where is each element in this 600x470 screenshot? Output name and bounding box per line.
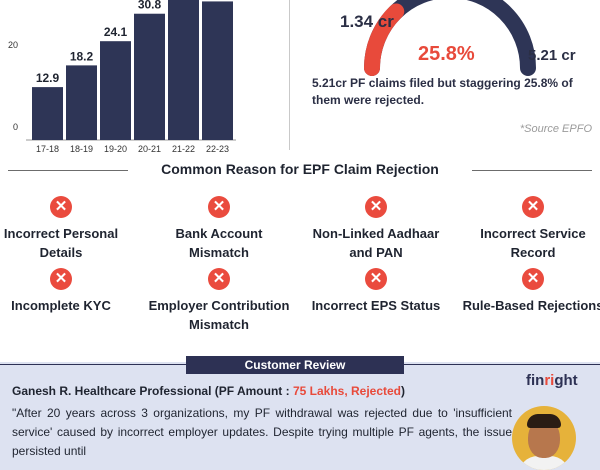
gauge-filed-label: 5.21 cr: [528, 47, 576, 64]
y-tick-label: 0: [13, 122, 18, 132]
reason-label: Bank Account Mismatch: [175, 226, 263, 260]
rejection-reason-item: ✕ Incorrect Personal Details: [0, 196, 136, 262]
gauge-caption: 5.21cr PF claims filed but staggering 25…: [312, 76, 573, 107]
reason-label: Incorrect Personal Details: [3, 226, 119, 260]
customer-review-panel: [0, 362, 600, 470]
reason-label: Incorrect Service Record: [480, 226, 586, 260]
reasons-title-wrap: Common Reason for EPF Claim Rejection: [0, 161, 600, 177]
rejection-reason-item: ✕ Incomplete KYC: [0, 268, 136, 315]
bar: [168, 0, 199, 140]
cross-circle-icon: ✕: [365, 268, 387, 290]
bar: [202, 1, 233, 141]
bar-value-label: 30.8: [138, 0, 162, 12]
rejection-reason-item: ✕ Rule-Based Rejections: [458, 268, 600, 315]
cross-circle-icon: ✕: [50, 196, 72, 218]
bar: [32, 87, 63, 140]
reviewer-name-close: ): [401, 384, 406, 398]
reasons-header: Common Reason for EPF Claim Rejection: [0, 158, 600, 182]
reviewer-name: Ganesh R. Healthcare Professional (PF Am…: [12, 384, 405, 398]
reason-label: Rule-Based Rejections: [462, 298, 600, 313]
cross-circle-icon: ✕: [365, 196, 387, 218]
gauge-svg: [364, 0, 536, 76]
section-divider: [289, 0, 290, 150]
cross-circle-icon: ✕: [208, 268, 230, 290]
cross-circle-icon: ✕: [50, 268, 72, 290]
gauge-center-percentage: 25.8%: [418, 43, 475, 65]
reason-label: Employer Contribution Mismatch: [148, 298, 290, 332]
bar-value-label: 24.1: [104, 25, 128, 39]
bar-chart-svg: 0 20 12.9 17-18 18.2 18-19 24.1 19-20 30.8 20-21 2…: [8, 0, 236, 154]
gauge-rejected-label: 1.34 cr: [340, 12, 394, 31]
bar: [100, 41, 131, 140]
cross-circle-icon: ✕: [522, 268, 544, 290]
x-tick-label: 22-23: [206, 144, 229, 154]
cross-circle-icon: ✕: [522, 196, 544, 218]
reasons-title: Common Reason for EPF Claim Rejection: [155, 161, 445, 177]
x-tick-label: 18-19: [70, 144, 93, 154]
gauge-rejected-arc: [364, 3, 405, 76]
bar-value-label: 18.2: [70, 49, 94, 63]
cross-circle-icon: ✕: [208, 196, 230, 218]
source-note: *Source EPFO: [519, 123, 592, 135]
review-tab: Customer Review: [186, 356, 404, 374]
x-tick-label: 19-20: [104, 144, 127, 154]
avatar-shirt: [518, 456, 570, 470]
bar: [134, 13, 165, 140]
header-rule-left: [8, 170, 128, 171]
rejection-reason-item: ✕ Incorrect Service Record: [458, 196, 600, 262]
y-tick-label: 20: [8, 40, 18, 50]
reviewer-pf-amount: 75 Lakhs, Rejected: [292, 384, 402, 398]
bar: [66, 65, 97, 140]
finright-logo: finright: [526, 372, 578, 389]
rejection-reason-item: ✕ Non-Linked Aadhaar and PAN: [301, 196, 451, 262]
reviewer-name-text: Ganesh R. Healthcare Professional (PF Am…: [12, 384, 293, 398]
rejection-reason-item: ✕ Employer Contribution Mismatch: [144, 268, 294, 334]
reason-label: Incorrect EPS Status: [311, 298, 441, 313]
bar-value-label: 12.9: [36, 71, 60, 85]
header-rule-right: [472, 170, 592, 171]
review-quote: "After 20 years across 3 organizations, …: [12, 406, 512, 458]
stats-section: 0 20 12.9 17-18 18.2 18-19 24.1 19-20 30.8 20-21 2…: [0, 0, 600, 160]
logo-part-fin: fin: [526, 372, 545, 389]
rejection-reason-item: ✕ Bank Account Mismatch: [144, 196, 294, 262]
logo-part-ri: ri: [544, 372, 555, 389]
review-rule-right: [404, 364, 600, 365]
logo-part-ght: ght: [554, 372, 578, 389]
x-tick-label: 17-18: [36, 144, 59, 154]
review-rule-left: [0, 364, 186, 365]
reason-label: Non-Linked Aadhaar and PAN: [312, 226, 440, 260]
reviewer-avatar: [512, 406, 576, 470]
claims-bar-chart: 0 20 12.9 17-18 18.2 18-19 24.1 19-20 30.8 20-21 2…: [0, 0, 280, 160]
x-tick-label: 20-21: [138, 144, 161, 154]
reason-label: Incomplete KYC: [11, 298, 111, 313]
avatar-hair: [527, 414, 561, 428]
rejection-gauge: 1.34 cr 25.8% 5.21 cr 5.21cr PF claims f…: [300, 0, 600, 160]
x-tick-label: 21-22: [172, 144, 195, 154]
rejection-reason-item: ✕ Incorrect EPS Status: [301, 268, 451, 315]
